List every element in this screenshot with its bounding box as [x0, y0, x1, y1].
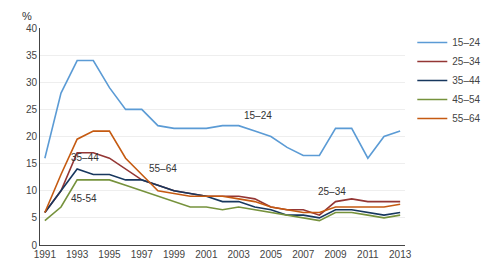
svg-text:20: 20 — [26, 131, 38, 142]
svg-text:10: 10 — [26, 185, 38, 196]
svg-text:25: 25 — [26, 104, 38, 115]
svg-text:55–64: 55–64 — [452, 113, 480, 124]
svg-text:2005: 2005 — [260, 249, 283, 260]
svg-text:55–64: 55–64 — [149, 163, 177, 174]
svg-text:1999: 1999 — [163, 249, 186, 260]
svg-text:0: 0 — [31, 240, 37, 251]
svg-text:30: 30 — [26, 77, 38, 88]
svg-text:5: 5 — [31, 212, 37, 223]
svg-text:15: 15 — [26, 158, 38, 169]
svg-text:15–24: 15–24 — [244, 110, 272, 121]
svg-text:35–44: 35–44 — [452, 75, 480, 86]
svg-text:2009: 2009 — [324, 249, 347, 260]
svg-text:2007: 2007 — [292, 249, 315, 260]
svg-text:1993: 1993 — [66, 249, 89, 260]
svg-text:1991: 1991 — [34, 249, 57, 260]
svg-text:%: % — [22, 10, 32, 22]
svg-text:25–34: 25–34 — [452, 56, 480, 67]
svg-text:40: 40 — [26, 23, 38, 34]
svg-text:2001: 2001 — [195, 249, 218, 260]
svg-text:2003: 2003 — [228, 249, 251, 260]
svg-text:1997: 1997 — [131, 249, 154, 260]
svg-text:2013: 2013 — [389, 249, 412, 260]
svg-text:15–24: 15–24 — [452, 37, 480, 48]
svg-text:45-54: 45-54 — [71, 193, 97, 204]
svg-text:45–54: 45–54 — [452, 94, 480, 105]
svg-text:2011: 2011 — [357, 249, 379, 260]
svg-text:1995: 1995 — [98, 249, 121, 260]
svg-text:35: 35 — [26, 50, 38, 61]
svg-text:35–44: 35–44 — [71, 152, 99, 163]
svg-text:25–34: 25–34 — [318, 186, 346, 197]
